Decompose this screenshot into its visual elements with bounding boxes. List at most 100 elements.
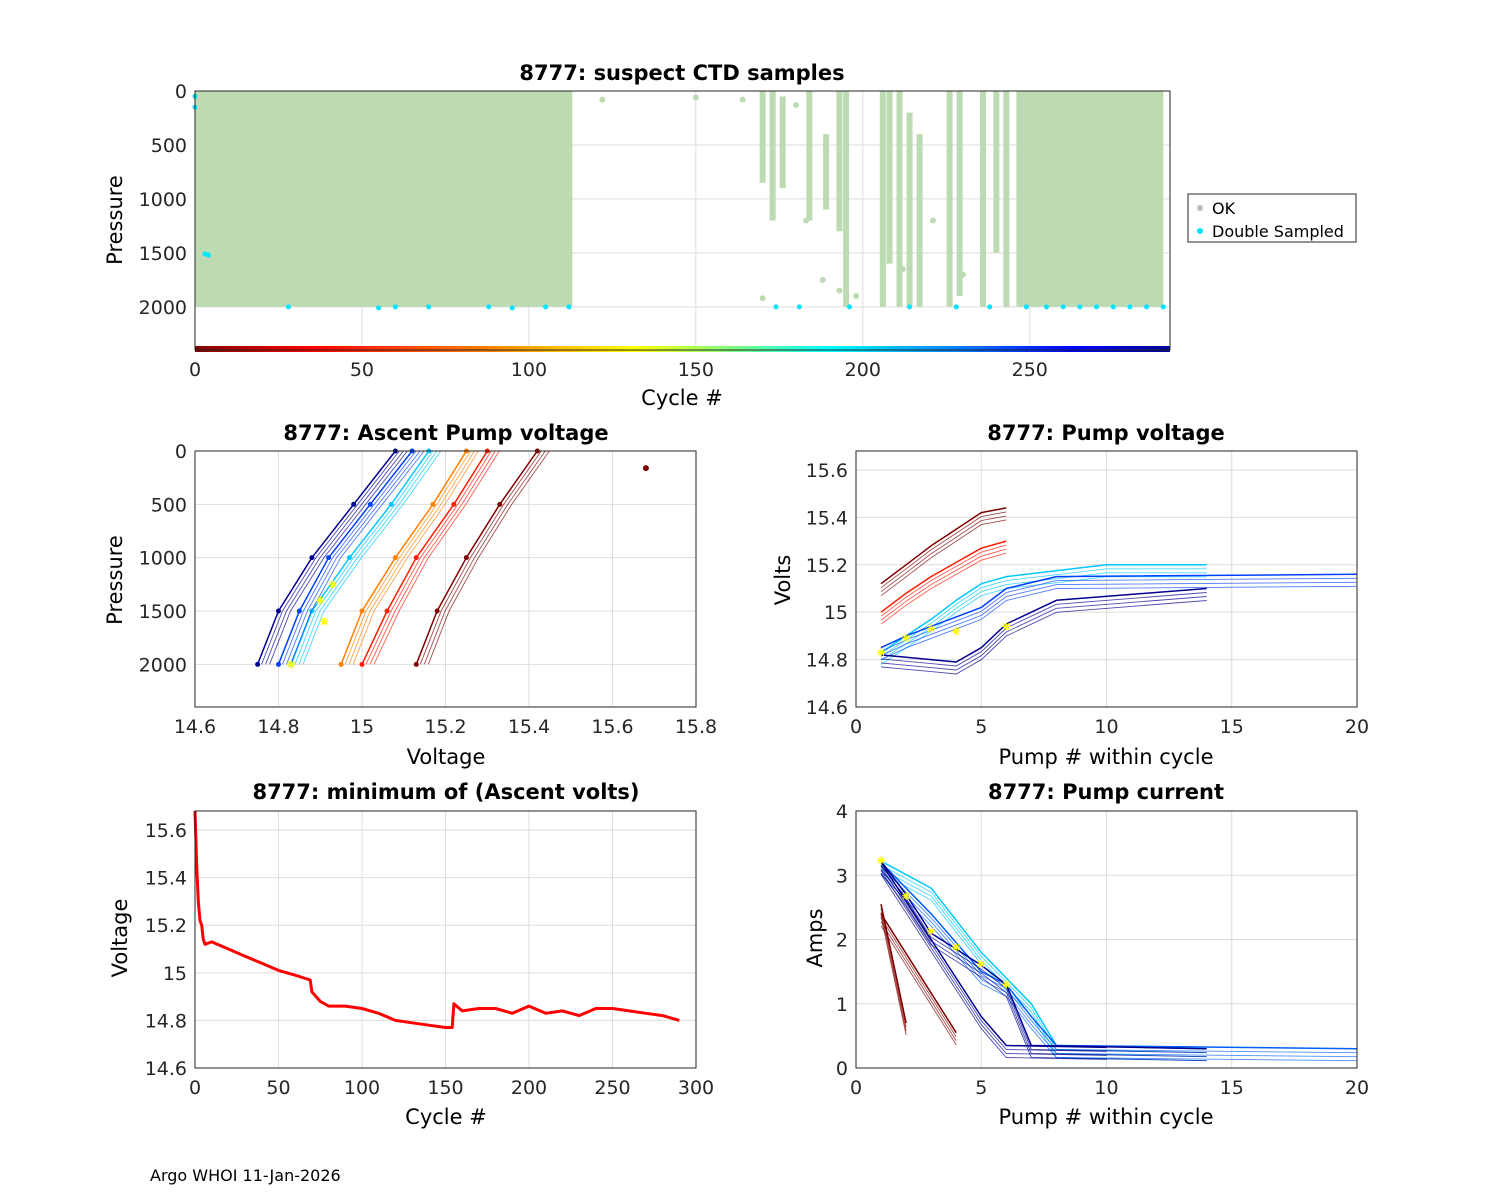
series-trace (352, 450, 479, 665)
ok-sample-point (793, 102, 800, 109)
series-trace (880, 576, 1207, 665)
axes-box (194, 810, 697, 1069)
pumpv-chart-ylabel: Volts (771, 555, 795, 606)
series-trace (880, 917, 957, 1037)
x-tick-label: 0 (189, 359, 201, 381)
double-sampled-point (953, 304, 959, 310)
x-tick-label: 250 (1012, 359, 1048, 381)
series-trace (269, 450, 408, 665)
series-trace (298, 450, 438, 665)
series-trace (880, 912, 907, 1032)
ascent-chart-ylabel: Pressure (103, 535, 127, 625)
series-trace (880, 592, 1207, 667)
series-trace (880, 515, 1007, 593)
series-trace (880, 572, 1207, 661)
series-line (880, 861, 1358, 1050)
series-point (296, 608, 302, 614)
y-tick-label: 500 (151, 135, 187, 157)
yellow-star-marker (316, 596, 325, 605)
yellow-star-marker (902, 891, 911, 900)
series-trace (286, 450, 421, 665)
series-point (388, 501, 394, 507)
yellow-star-marker (1002, 980, 1011, 989)
ascent-chart-xlabel: Voltage (407, 745, 486, 769)
series-line (880, 507, 1007, 585)
series-trace (880, 864, 1207, 1054)
ascent-chart-title: 8777: Ascent Pump voltage (283, 421, 608, 445)
yellow-star-marker (1002, 622, 1011, 631)
double-sampled-point (907, 304, 913, 310)
ok-sample-bar (916, 134, 923, 307)
x-tick-label: 15.2 (424, 716, 466, 738)
y-tick-label: 15 (163, 963, 187, 985)
ok-sample-point (759, 295, 766, 302)
y-tick-label: 14.8 (806, 650, 848, 672)
series-point (276, 608, 281, 614)
ok-sample-bar (993, 91, 1000, 253)
series-line (193, 810, 680, 1029)
double-sampled-point (1060, 304, 1066, 310)
suspect-ctd-chart: 8777: suspect CTD samples Cycle # Pressu… (103, 61, 1357, 410)
series-trace (344, 450, 471, 665)
x-tick-label: 20 (1345, 1077, 1369, 1099)
series-point (463, 555, 469, 561)
series-trace (880, 544, 1007, 617)
x-tick-label: 15 (1220, 716, 1244, 738)
y-tick-label: 14.8 (145, 1010, 187, 1032)
y-tick-label: 15.6 (806, 460, 848, 482)
axes-box (194, 90, 1171, 351)
x-tick-label: 100 (344, 1077, 380, 1099)
yellow-star-marker (927, 927, 936, 936)
series-line (880, 860, 1207, 1050)
x-tick-label: 14.6 (174, 716, 216, 738)
ascent-pump-voltage-chart: 8777: Ascent Pump voltage Voltage Pressu… (103, 421, 717, 769)
x-tick-label: 10 (1094, 716, 1118, 738)
series-trace (880, 548, 1007, 621)
series-trace (880, 596, 1207, 671)
x-tick-label: 50 (266, 1077, 290, 1099)
double-sampled-point (426, 304, 432, 310)
ok-sample-bar (823, 134, 830, 210)
series-point (451, 501, 457, 507)
x-tick-label: 15.8 (675, 716, 717, 738)
pumpc-chart-ylabel: Amps (803, 908, 827, 967)
series-point (276, 661, 281, 667)
pumpv-chart-xlabel: Pump # within cycle (999, 745, 1214, 769)
y-tick-label: 4 (836, 801, 848, 823)
x-tick-label: 0 (850, 1077, 862, 1099)
ok-sample-point (853, 293, 860, 300)
series-trace (282, 450, 417, 665)
x-tick-label: 14.8 (257, 716, 299, 738)
ok-sample-point (929, 217, 936, 224)
ok-sample-bar (779, 96, 786, 189)
series-trace (880, 585, 1358, 661)
series-point (413, 555, 419, 561)
series-trace (880, 870, 1358, 1058)
series-line (880, 904, 907, 1024)
x-tick-label: 250 (594, 1077, 630, 1099)
y-tick-label: 2000 (139, 297, 187, 319)
ok-sample-block (1016, 91, 1164, 307)
series-trace (427, 450, 550, 665)
y-tick-label: 15.4 (145, 868, 187, 890)
series-trace (261, 450, 400, 665)
suspect-chart-xlabel: Cycle # (641, 386, 723, 410)
series-trace (880, 552, 1007, 625)
series-trace (265, 450, 404, 665)
minv-chart-xlabel: Cycle # (405, 1105, 487, 1129)
y-tick-label: 1500 (139, 243, 187, 265)
double-sampled-point (1127, 304, 1133, 310)
series-point (255, 661, 261, 667)
ok-sample-bar (759, 91, 766, 183)
ok-sample-bar (886, 91, 893, 264)
y-tick-label: 15 (824, 602, 848, 624)
series-trace (880, 866, 1107, 1052)
double-sampled-point (376, 305, 382, 311)
y-tick-label: 1000 (139, 189, 187, 211)
x-tick-label: 0 (850, 716, 862, 738)
series-point (434, 608, 440, 614)
ok-sample-point (739, 96, 746, 103)
series-trace (880, 568, 1207, 657)
ok-sample-point (836, 287, 843, 294)
double-sampled-point (509, 305, 515, 311)
